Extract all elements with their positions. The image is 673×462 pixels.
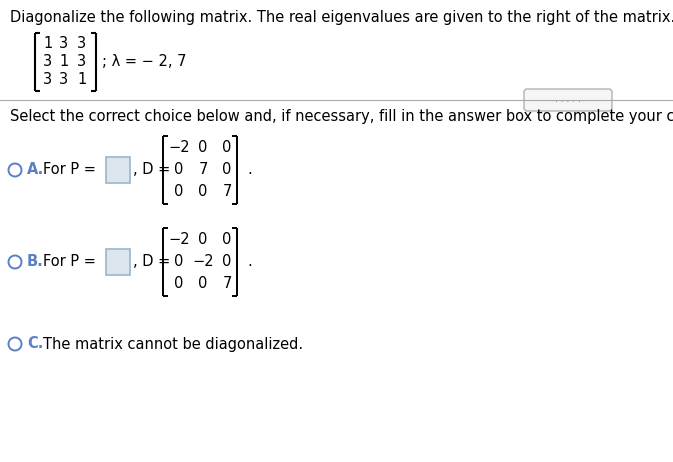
Text: .: . [247, 255, 252, 269]
FancyBboxPatch shape [106, 249, 130, 275]
Text: 0: 0 [199, 184, 208, 200]
Text: 0: 0 [174, 184, 184, 200]
Text: 7: 7 [199, 163, 208, 177]
FancyBboxPatch shape [524, 89, 612, 111]
Text: 1: 1 [43, 36, 52, 51]
Text: For P =: For P = [43, 163, 96, 177]
Text: 1: 1 [77, 73, 87, 87]
Text: 0: 0 [174, 255, 184, 269]
Text: 3: 3 [44, 73, 52, 87]
Text: 0: 0 [222, 232, 232, 248]
Text: , D =: , D = [133, 255, 170, 269]
Text: C.: C. [27, 336, 43, 352]
Text: 0: 0 [222, 140, 232, 156]
Text: 7: 7 [222, 184, 232, 200]
Text: Select the correct choice below and, if necessary, fill in the answer box to com: Select the correct choice below and, if … [10, 109, 673, 124]
Text: For P =: For P = [43, 255, 96, 269]
Text: 0: 0 [222, 163, 232, 177]
Text: 0: 0 [199, 140, 208, 156]
Text: −2: −2 [168, 232, 190, 248]
Text: −2: −2 [192, 255, 214, 269]
Text: −2: −2 [168, 140, 190, 156]
Text: 3: 3 [77, 55, 87, 69]
Text: 3: 3 [77, 36, 87, 51]
Text: B.: B. [27, 255, 44, 269]
Text: ; λ = − 2, 7: ; λ = − 2, 7 [102, 55, 186, 69]
Text: A.: A. [27, 163, 44, 177]
Text: Diagonalize the following matrix. The real eigenvalues are given to the right of: Diagonalize the following matrix. The re… [10, 10, 673, 25]
FancyBboxPatch shape [106, 157, 130, 183]
Text: 3: 3 [59, 73, 69, 87]
Text: 0: 0 [222, 255, 232, 269]
Text: 0: 0 [174, 163, 184, 177]
Text: 0: 0 [199, 276, 208, 292]
Text: 0: 0 [199, 232, 208, 248]
Text: 1: 1 [59, 55, 69, 69]
Text: , D =: , D = [133, 163, 170, 177]
Text: .: . [247, 163, 252, 177]
Text: 7: 7 [222, 276, 232, 292]
Text: 0: 0 [174, 276, 184, 292]
Text: 3: 3 [59, 36, 69, 51]
Text: . . . . .: . . . . . [555, 96, 581, 104]
Text: The matrix cannot be diagonalized.: The matrix cannot be diagonalized. [43, 336, 303, 352]
Text: 3: 3 [44, 55, 52, 69]
